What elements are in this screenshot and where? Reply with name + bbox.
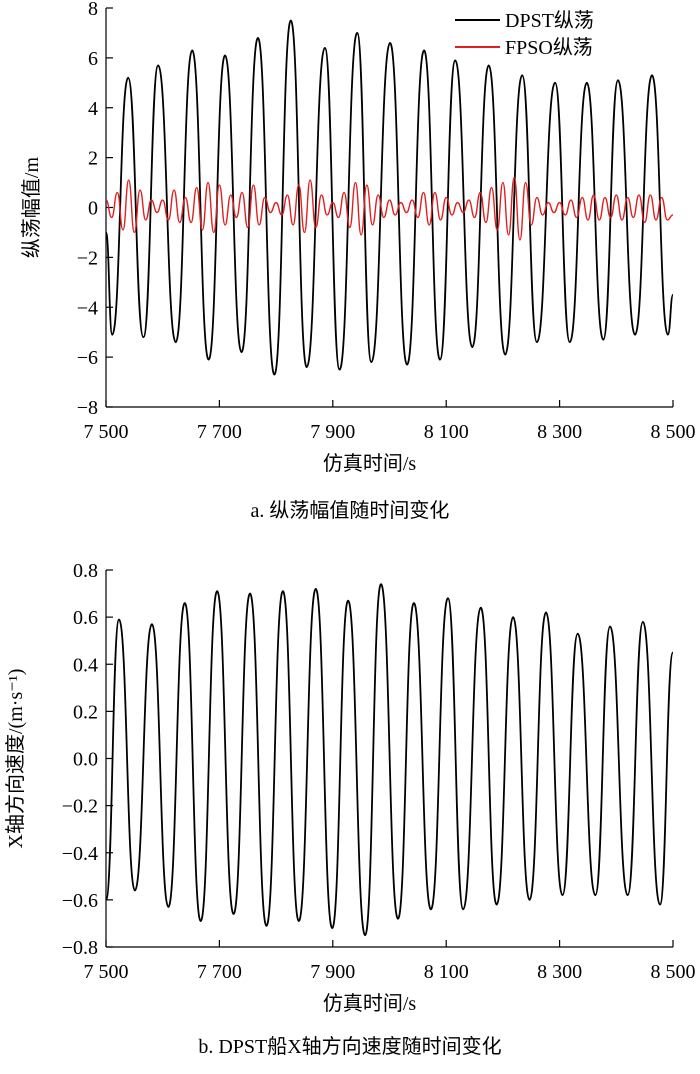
y-axis-label: 纵荡幅值/m bbox=[20, 157, 43, 259]
x-tick-label: 7 700 bbox=[197, 421, 242, 443]
x-tick-label: 7 700 bbox=[197, 961, 242, 983]
legend-label: DPST纵荡 bbox=[505, 9, 594, 32]
y-tick-label: −0.2 bbox=[62, 796, 98, 818]
x-axis-label: 仿真时间/s bbox=[323, 992, 417, 1015]
x-tick-label: 7 900 bbox=[310, 961, 355, 983]
x-tick-label: 8 300 bbox=[537, 961, 582, 983]
x-axis-label: 仿真时间/s bbox=[323, 452, 417, 475]
x-tick-label: 8 100 bbox=[424, 961, 469, 983]
y-tick-label: 0.4 bbox=[73, 654, 98, 676]
x-tick-label: 8 500 bbox=[651, 961, 696, 983]
caption: b. DPST船X轴方向速度随时间变化 bbox=[198, 1035, 501, 1058]
series-line bbox=[105, 583, 674, 937]
y-tick-label: 0.2 bbox=[73, 701, 98, 723]
legend-label: FPSO纵荡 bbox=[505, 36, 593, 59]
y-tick-label: 8 bbox=[88, 0, 98, 20]
y-tick-label: 2 bbox=[88, 148, 98, 170]
y-tick-label: −4 bbox=[77, 297, 98, 319]
y-tick-label: 0.8 bbox=[73, 560, 98, 582]
x-tick-label: 8 100 bbox=[424, 421, 469, 443]
caption: a. 纵荡幅值随时间变化 bbox=[251, 499, 450, 522]
x-tick-label: 7 500 bbox=[84, 961, 129, 983]
y-tick-label: 0.6 bbox=[73, 607, 98, 629]
x-tick-label: 8 500 bbox=[651, 421, 696, 443]
y-axis-label: X轴方向速度/(m·s⁻¹) bbox=[4, 669, 27, 849]
y-tick-label: −0.6 bbox=[62, 890, 98, 912]
x-tick-label: 7 900 bbox=[310, 421, 355, 443]
y-tick-label: −2 bbox=[77, 247, 98, 269]
y-tick-label: −0.8 bbox=[62, 937, 98, 959]
y-tick-label: −8 bbox=[77, 397, 98, 419]
y-tick-label: 4 bbox=[88, 98, 98, 120]
y-tick-label: −6 bbox=[77, 347, 98, 369]
y-tick-label: 6 bbox=[88, 48, 98, 70]
x-tick-label: 8 300 bbox=[537, 421, 582, 443]
y-tick-label: 0 bbox=[88, 198, 98, 220]
series-line bbox=[105, 176, 674, 241]
series-line bbox=[105, 19, 674, 376]
x-tick-label: 7 500 bbox=[84, 421, 129, 443]
y-tick-label: 0.0 bbox=[73, 749, 98, 771]
y-tick-label: −0.4 bbox=[62, 843, 98, 865]
